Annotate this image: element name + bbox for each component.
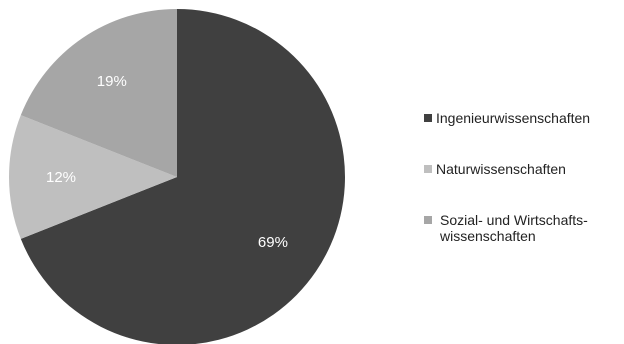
legend-item-sozial-und-wirtschaftswissenschaften: Sozial- und Wirtschafts- wissenschaften <box>424 212 588 244</box>
legend-item-ingenieurwissenschaften: Ingenieurwissenschaften <box>424 110 590 126</box>
pie-slice-ingenieurwissenschaften <box>20 9 345 344</box>
legend-label: Ingenieurwissenschaften <box>436 110 591 126</box>
data-label-naturwissenschaften: 12% <box>46 169 76 186</box>
legend-item-naturwissenschaften: Naturwissenschaften <box>424 161 566 177</box>
legend-swatch <box>424 165 432 173</box>
pie-slice-naturwissenschaften <box>9 115 177 239</box>
legend-swatch <box>424 114 432 122</box>
legend-label: Naturwissenschaften <box>436 161 566 177</box>
data-label-sozial-und-wirtschafts-wissenschaften: 19% <box>97 73 127 90</box>
legend-swatch <box>424 216 432 224</box>
data-label-ingenieurwissenschaften: 69% <box>258 234 288 251</box>
pie-slice-sozial-und-wirtschafts-wissenschaften <box>20 9 178 177</box>
legend-label: Sozial- und Wirtschafts- wissenschaften <box>440 212 588 244</box>
